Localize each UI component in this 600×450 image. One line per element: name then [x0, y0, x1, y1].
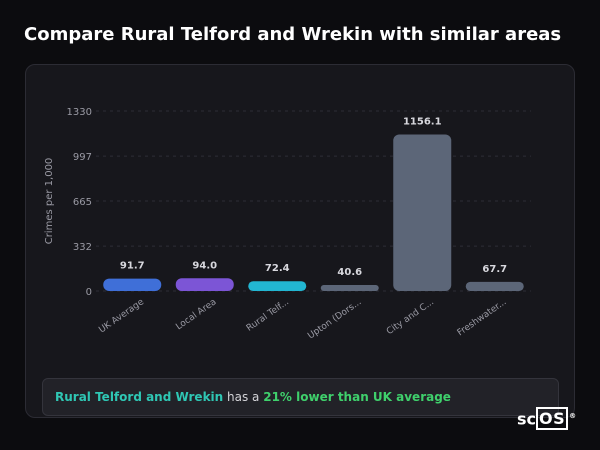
- bar-chart: 0 332 665 997 1330 Crimes per 1,000 91.7 UK Ave…: [44, 107, 531, 341]
- x-tick-label: Rural Telf...: [245, 297, 291, 333]
- logo-registered-mark: ®: [569, 412, 577, 420]
- y-tick-label: 997: [73, 152, 92, 163]
- bar-value-label: 91.7: [120, 261, 145, 272]
- bar: [175, 278, 234, 291]
- page-title: Compare Rural Telford and Wrekin with si…: [24, 24, 562, 45]
- summary-connector: has a: [223, 390, 264, 404]
- bar: [393, 134, 452, 291]
- x-tick-label: Upton (Dors...: [306, 297, 363, 341]
- x-tick-label: City and C...: [385, 297, 436, 337]
- bar: [103, 278, 162, 291]
- x-tick-label: Local Area: [174, 297, 218, 332]
- y-tick-label: 332: [73, 242, 92, 253]
- bar-value-label: 40.6: [337, 267, 362, 278]
- bar-value-label: 67.7: [482, 264, 507, 275]
- scos-logo: sc OS ®: [517, 407, 577, 431]
- summary-area-name: Rural Telford and Wrekin: [55, 390, 224, 404]
- bar: [465, 281, 524, 291]
- y-tick-label: 0: [86, 287, 92, 298]
- x-tick-label: UK Average: [97, 297, 146, 335]
- x-tick-label: Freshwater...: [456, 297, 509, 338]
- y-axis-label: Crimes per 1,000: [44, 158, 55, 245]
- bar-value-label: 1156.1: [403, 117, 442, 128]
- bar: [248, 281, 307, 291]
- logo-text-os: OS: [536, 407, 569, 431]
- bar: [320, 285, 379, 291]
- y-tick-label: 1330: [67, 107, 92, 118]
- logo-text-sc: sc: [517, 409, 537, 429]
- chart-panel: 0 332 665 997 1330 Crimes per 1,000 91.7 UK Ave…: [25, 64, 575, 418]
- bar-value-label: 72.4: [265, 263, 290, 274]
- summary-statistic: 21% lower than UK average: [263, 390, 451, 404]
- bar-value-label: 94.0: [192, 260, 217, 271]
- comparison-summary: Rural Telford and Wrekin has a 21% lower…: [42, 378, 559, 416]
- y-tick-label: 665: [73, 197, 92, 208]
